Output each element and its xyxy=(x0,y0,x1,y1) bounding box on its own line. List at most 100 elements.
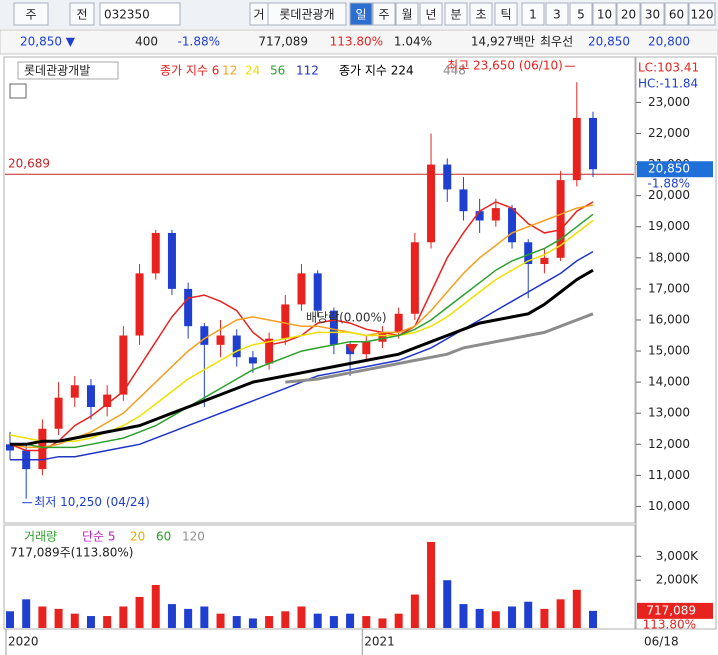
volume-bar xyxy=(410,594,419,628)
volume-bar xyxy=(508,606,517,628)
y-tick-label: 22,000 xyxy=(648,126,690,140)
current-price-box xyxy=(637,161,713,178)
candle-body xyxy=(394,313,403,333)
toolbar-button[interactable] xyxy=(444,2,468,26)
candle-body xyxy=(151,232,160,274)
toolbar-button[interactable] xyxy=(372,2,396,26)
toolbar-label[interactable]: 주 xyxy=(25,8,36,22)
ma-line xyxy=(285,312,594,384)
x-end-label: 06/18 xyxy=(644,635,679,649)
toolbar-label[interactable]: 032350 xyxy=(104,8,150,22)
toolbar-label[interactable]: 20 xyxy=(621,8,636,22)
toolbar-button[interactable] xyxy=(592,2,617,26)
volume-legend-entry: 60 xyxy=(156,530,171,544)
toolbar-label[interactable]: 월 xyxy=(401,8,412,22)
candle-body xyxy=(475,211,484,221)
info-value: -1.88% xyxy=(178,35,220,49)
candle-body xyxy=(508,208,517,243)
lc-label: LC:103.41 xyxy=(638,61,699,75)
toolbar-label[interactable]: 롯데관광개 xyxy=(279,8,334,22)
candle-body xyxy=(572,117,581,181)
toolbar-label[interactable]: 전 xyxy=(76,8,87,22)
toolbar-label[interactable]: 년 xyxy=(425,8,436,22)
candle-body xyxy=(540,257,549,265)
y-tick-label: 2,000K xyxy=(656,573,699,587)
volume-bar xyxy=(572,589,581,628)
y-tick-label: 14,000 xyxy=(648,375,690,389)
info-value: 1.04% xyxy=(394,35,432,49)
toolbar-button[interactable] xyxy=(616,2,641,26)
legend-entry: 112 xyxy=(296,64,319,78)
toolbar-button[interactable] xyxy=(349,2,373,26)
toolbar-label[interactable]: 일 xyxy=(355,8,366,22)
candle-body xyxy=(297,273,306,305)
volume-bar xyxy=(167,604,176,628)
legend-entry: 종가 지수 224 xyxy=(339,64,414,78)
toolbar-label[interactable]: 10 xyxy=(597,8,612,22)
toolbar-label[interactable]: 30 xyxy=(645,8,660,22)
volume-bar xyxy=(362,616,371,628)
toolbar-button[interactable] xyxy=(69,2,95,26)
toolbar-button[interactable] xyxy=(569,2,593,26)
toolbar-label[interactable]: 3 xyxy=(553,8,561,22)
toolbar-label[interactable]: 60 xyxy=(669,8,684,22)
y-tick-label: 13,000 xyxy=(648,406,690,420)
toolbar-label[interactable]: 주 xyxy=(378,8,389,22)
volume-bar xyxy=(232,616,241,628)
volume-bar xyxy=(329,616,338,628)
y-tick-label: 20,000 xyxy=(648,188,690,202)
y-tick-label: 23,000 xyxy=(648,95,690,109)
legend-entry: 종가 지수 6 xyxy=(160,64,219,78)
volume-bar xyxy=(38,606,47,628)
toolbar-button[interactable] xyxy=(395,2,419,26)
y-tick-label: 11,000 xyxy=(648,468,690,482)
toolbar-label[interactable]: 120 xyxy=(691,8,714,22)
volume-bar xyxy=(313,613,322,628)
candle-body xyxy=(362,341,371,355)
volume-bar xyxy=(22,599,31,628)
toolbar-label[interactable]: 5 xyxy=(577,8,585,22)
volume-bar xyxy=(281,611,290,628)
x-tick-label: 2020 xyxy=(8,635,39,649)
volume-bar xyxy=(70,613,79,628)
toolbar-button[interactable] xyxy=(99,2,181,26)
info-value: 최우선 xyxy=(540,35,573,49)
hc-label: HC:-11.84 xyxy=(638,77,698,91)
volume-caption: 717,089주(113.80%) xyxy=(10,546,133,560)
volume-bar xyxy=(216,613,225,628)
volume-bar xyxy=(297,606,306,628)
toolbar-button[interactable] xyxy=(419,2,443,26)
toolbar-label[interactable]: 1 xyxy=(529,8,537,22)
volume-last-label: 717,089 xyxy=(646,603,696,617)
y-axis-panel xyxy=(635,56,717,630)
volume-bar xyxy=(540,608,549,628)
candle-body xyxy=(135,273,144,336)
y-tick-label: 10,000 xyxy=(648,499,690,513)
toolbar-button[interactable] xyxy=(521,2,545,26)
candle-body xyxy=(313,273,322,311)
dividend-marker xyxy=(346,344,358,353)
volume-bar xyxy=(475,608,484,628)
toolbar-button[interactable] xyxy=(545,2,569,26)
info-value: 20,800 xyxy=(648,35,690,49)
toolbar-button[interactable] xyxy=(267,2,347,26)
candle-body xyxy=(184,288,193,327)
toolbar-label[interactable]: 틱 xyxy=(500,8,511,22)
candle-body xyxy=(459,189,468,212)
toolbar-button[interactable] xyxy=(640,2,665,26)
volume-bar xyxy=(491,611,500,628)
y-tick-label: 19,000 xyxy=(648,219,690,233)
toolbar-label[interactable]: 거 xyxy=(253,8,264,22)
toolbar-label[interactable]: 초 xyxy=(475,8,486,22)
volume-bar xyxy=(378,618,387,628)
candle-body xyxy=(167,232,176,289)
toolbar-button[interactable] xyxy=(469,2,493,26)
toolbar-button[interactable] xyxy=(688,2,716,26)
toolbar-button[interactable] xyxy=(664,2,689,26)
toolbar-button[interactable] xyxy=(494,2,518,26)
candle-body xyxy=(232,335,241,358)
toolbar-label[interactable]: 분 xyxy=(450,8,461,22)
candle-body xyxy=(329,310,338,345)
toolbar-button[interactable] xyxy=(13,2,49,26)
